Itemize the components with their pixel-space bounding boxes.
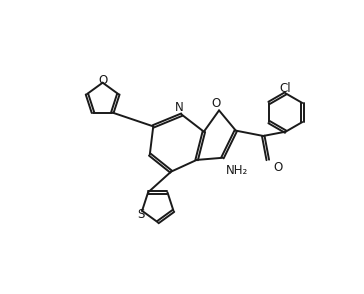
Text: O: O bbox=[273, 161, 282, 174]
Text: S: S bbox=[137, 208, 145, 221]
Text: O: O bbox=[98, 74, 107, 86]
Text: NH₂: NH₂ bbox=[226, 164, 248, 177]
Text: O: O bbox=[212, 98, 221, 111]
Text: Cl: Cl bbox=[280, 81, 292, 94]
Text: N: N bbox=[175, 101, 183, 114]
